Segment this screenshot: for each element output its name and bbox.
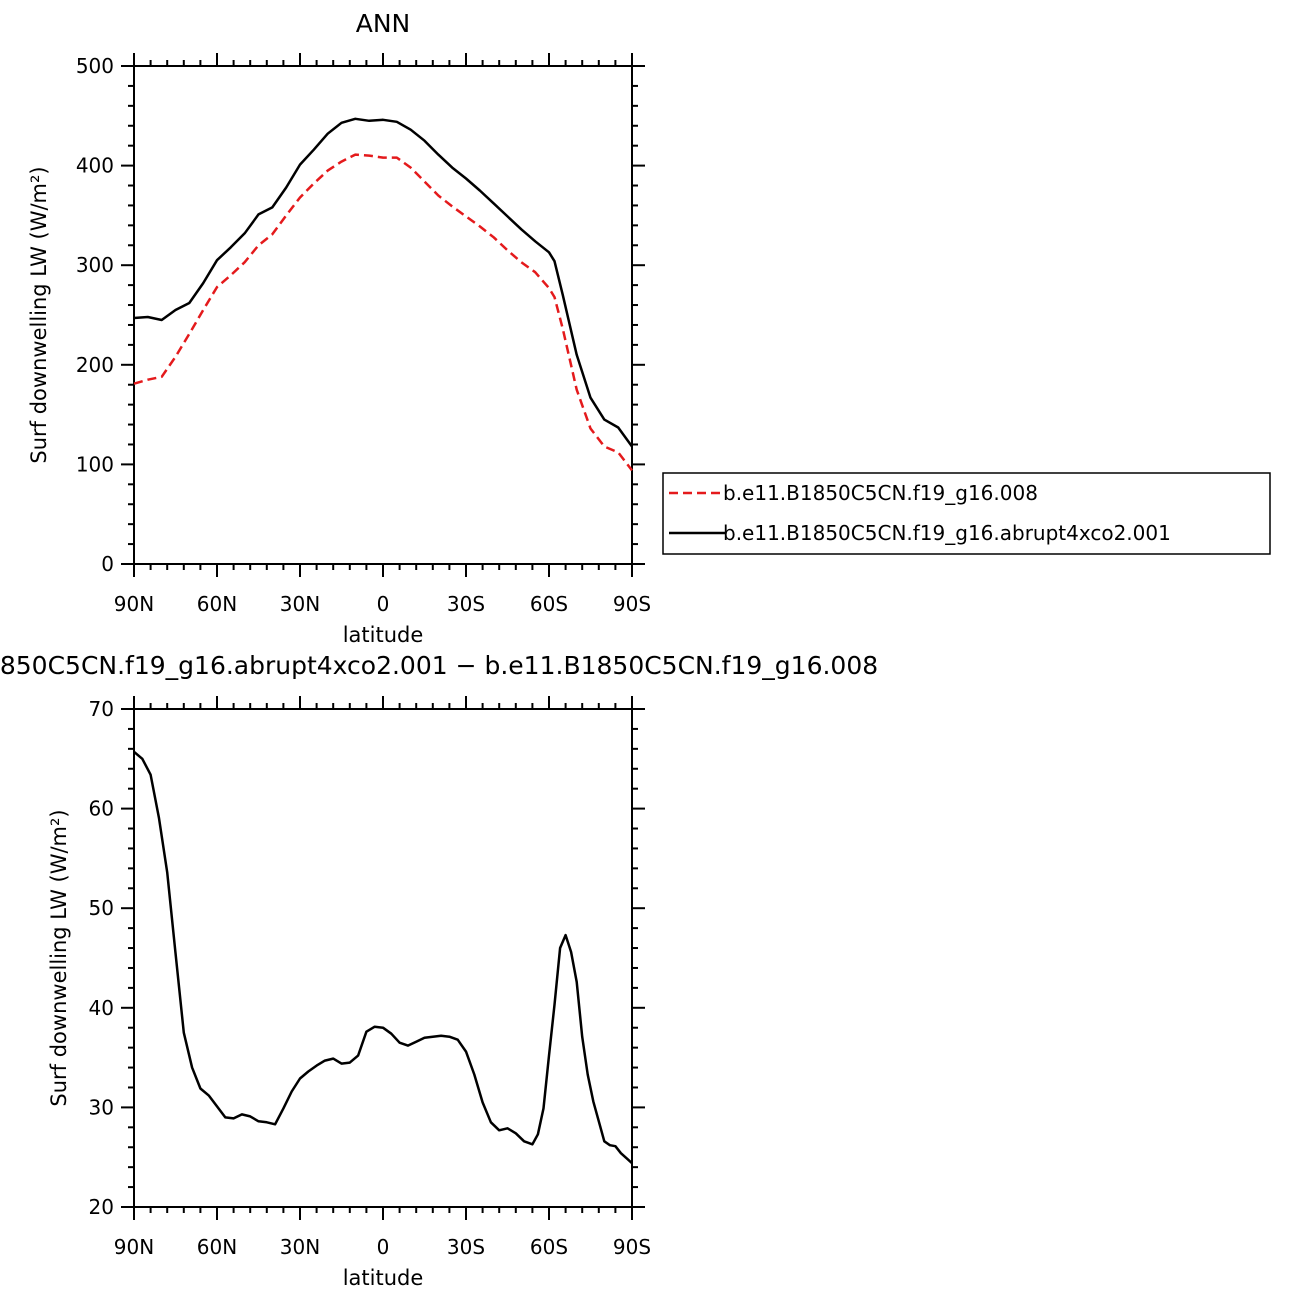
legend-label-2: b.e11.B1850C5CN.f19_g16.abrupt4xco2.001	[723, 521, 1171, 545]
y-tick-label: 500	[76, 54, 114, 78]
y-tick-label: 100	[76, 452, 114, 476]
y-tick-label: 20	[89, 1195, 114, 1219]
x-tick-label: 30S	[447, 592, 485, 616]
x-tick-label: 30N	[280, 592, 320, 616]
x-tick-label: 90N	[114, 1235, 154, 1259]
chart-panel-2: 20 30 40 50 60 70 90N 60N 30N 0 30S 60S 90S latitude S…	[0, 651, 878, 1290]
y-tick-label: 40	[89, 996, 114, 1020]
x-tick-label: 0	[377, 592, 390, 616]
x-tick-label: 0	[377, 1235, 390, 1259]
chart-panel-1: 0 100 200 300 400 500 90N 60N 30N 0 30S 60S 90S latit…	[27, 9, 1271, 647]
y-tick-label: 70	[89, 697, 114, 721]
x-tick-label: 30S	[447, 1235, 485, 1259]
x-tick-label: 60N	[197, 592, 237, 616]
y-tick-label: 400	[76, 154, 114, 178]
x-tick-label: 90S	[613, 1235, 651, 1259]
y-tick-label: 60	[89, 797, 114, 821]
x-axis-title: latitude	[343, 623, 424, 647]
x-axis-title: latitude	[343, 1266, 424, 1290]
series-line-1	[133, 750, 633, 1165]
x-tick-label: 30N	[280, 1235, 320, 1259]
y-tick-label: 200	[76, 353, 114, 377]
legend-label-1: b.e11.B1850C5CN.f19_g16.008	[723, 481, 1038, 505]
plot-frame	[133, 708, 633, 1208]
x-tick-label: 60S	[530, 1235, 568, 1259]
series-line-2	[133, 117, 634, 448]
y-tick-label: 50	[89, 896, 114, 920]
chart-title: b.e11.B1850C5CN.f19_g16.abrupt4xco2.001 …	[0, 651, 878, 680]
y-axis-title: Surf downwelling LW (W/m²)	[47, 809, 71, 1106]
x-tick-label: 60S	[530, 592, 568, 616]
series-line-1	[133, 153, 633, 472]
chart-title: ANN	[356, 9, 411, 38]
y-axis-title: Surf downwelling LW (W/m²)	[27, 166, 51, 463]
x-tick-label: 90N	[114, 592, 154, 616]
x-tick-label: 90S	[613, 592, 651, 616]
y-tick-label: 0	[101, 552, 114, 576]
legend-box	[662, 472, 1271, 555]
y-tick-label: 300	[76, 253, 114, 277]
plot-frame	[133, 65, 633, 565]
x-tick-label: 60N	[197, 1235, 237, 1259]
y-tick-label: 30	[89, 1095, 114, 1119]
legend: b.e11.B1850C5CN.f19_g16.008 b.e11.B1850C5…	[662, 472, 1271, 555]
